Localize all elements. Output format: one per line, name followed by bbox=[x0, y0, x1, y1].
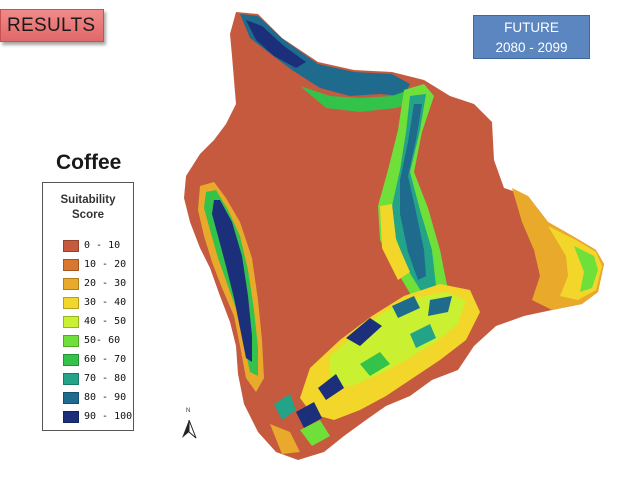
south-slope-blue-3 bbox=[318, 374, 344, 400]
north-letter: N bbox=[186, 408, 191, 414]
south-slope-blue-5 bbox=[296, 402, 322, 428]
south-slope-blue-2 bbox=[392, 296, 420, 318]
north-arrow-icon bbox=[182, 419, 197, 439]
legend-row-label: 0 - 10 bbox=[84, 240, 121, 251]
legend-row-label: 60 - 70 bbox=[84, 354, 127, 365]
saddle-yellow bbox=[380, 204, 410, 280]
south-slope-blue-1 bbox=[346, 318, 382, 346]
results-badge: RESULTS bbox=[0, 9, 104, 42]
south-slope-green-3 bbox=[300, 420, 330, 446]
legend-row-label: 80 - 90 bbox=[84, 392, 127, 403]
south-slope-teal bbox=[274, 394, 296, 420]
legend-swatch bbox=[63, 391, 79, 404]
legend-swatch bbox=[63, 372, 79, 385]
legend-row: 50- 60 bbox=[63, 334, 120, 347]
north-coast-dark bbox=[246, 20, 306, 68]
legend-row-label: 90 - 100 bbox=[84, 411, 133, 422]
legend-row-label: 30 - 40 bbox=[84, 297, 127, 308]
legend-swatch bbox=[63, 315, 79, 328]
legend-swatch bbox=[63, 410, 79, 423]
saddle-band-core bbox=[400, 104, 426, 280]
legend-row-label: 40 - 50 bbox=[84, 316, 127, 327]
legend-swatch bbox=[63, 258, 79, 271]
saddle-band-mid bbox=[392, 94, 436, 296]
legend-heading-line1: Suitability bbox=[60, 194, 116, 206]
west-coast-band-core bbox=[212, 200, 252, 362]
legend-crop-title: Coffee bbox=[56, 151, 122, 174]
legend-row: 30 - 40 bbox=[63, 296, 126, 309]
legend: Suitability Score 0 - 10 10 - 20 20 - 30… bbox=[42, 182, 134, 431]
legend-row-label: 10 - 20 bbox=[84, 259, 127, 270]
legend-row-label: 70 - 80 bbox=[84, 373, 127, 384]
legend-swatch bbox=[63, 334, 79, 347]
legend-row-label: 50- 60 bbox=[84, 335, 121, 346]
legend-swatch bbox=[63, 296, 79, 309]
north-coast-green bbox=[300, 86, 424, 112]
legend-heading-line2: Score bbox=[72, 209, 104, 221]
south-slope-blue-4 bbox=[428, 296, 452, 316]
legend-row: 40 - 50 bbox=[63, 315, 126, 328]
legend-swatch bbox=[63, 239, 79, 252]
legend-row-label: 20 - 30 bbox=[84, 278, 127, 289]
legend-row: 10 - 20 bbox=[63, 258, 126, 271]
legend-swatch bbox=[63, 277, 79, 290]
legend-row: 60 - 70 bbox=[63, 353, 126, 366]
future-years: 2080 - 2099 bbox=[495, 40, 568, 55]
north-coast-band bbox=[240, 14, 410, 96]
future-label: FUTURE bbox=[504, 20, 559, 35]
legend-row: 80 - 90 bbox=[63, 391, 126, 404]
legend-swatch bbox=[63, 353, 79, 366]
legend-row: 90 - 100 bbox=[63, 410, 132, 423]
south-slope-green-1 bbox=[360, 352, 390, 376]
south-slope-green-2 bbox=[410, 324, 436, 348]
north-arrow: N bbox=[180, 408, 200, 440]
legend-row: 0 - 10 bbox=[63, 239, 120, 252]
legend-row: 70 - 80 bbox=[63, 372, 126, 385]
legend-row: 20 - 30 bbox=[63, 277, 126, 290]
south-coast-orange bbox=[270, 424, 300, 454]
legend-heading: Suitability Score bbox=[43, 193, 133, 223]
future-period-box: FUTURE 2080 - 2099 bbox=[473, 15, 590, 59]
se-coast-green bbox=[574, 246, 598, 292]
